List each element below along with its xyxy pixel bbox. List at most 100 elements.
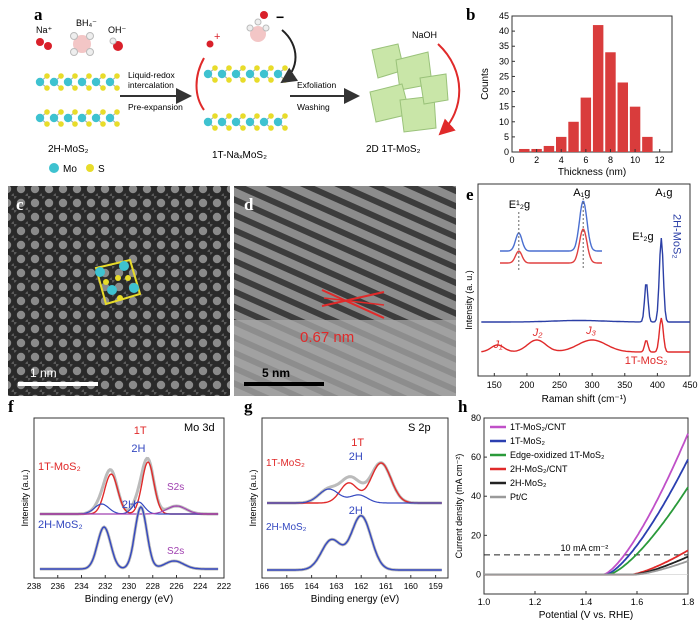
annot-j3: J₃: [585, 325, 597, 337]
y-tick-h-0: 0: [476, 569, 481, 579]
label-g-1t: 1T: [351, 437, 364, 449]
panel-letter-e: e: [466, 185, 474, 204]
fit-g-1t: [267, 462, 442, 504]
y-axis-label-f: Intensity (a.u.): [20, 469, 30, 526]
label-f-2hb: 2H: [122, 499, 136, 511]
x-axis-label-b: Thickness (nm): [558, 167, 626, 178]
x-axis-label-e: Raman shift (cm⁻¹): [542, 394, 627, 405]
middle-ions-icon: [206, 11, 270, 48]
thickness-histogram: 0 2 4 6 8 10 12 0 5 10 15 20 25 30 35 40 45 Thickness (nm…: [480, 11, 673, 178]
x-axis-label-h: Potential (V vs. RHE): [539, 610, 633, 621]
ion-label-na: Na⁺: [36, 25, 53, 35]
raman-spectra: 150 200 250 300 350 400 450 Raman shift (cm⁻¹) I…: [464, 183, 698, 405]
bar-thickness-11: [642, 136, 653, 152]
legend-label-h-0: 1T-MoS₂/CNT: [510, 422, 567, 432]
xps-mo3d: 238 236 234 232 230 228 226 224 222 1T 2H 1T-MoS₂ 2H…: [20, 417, 231, 605]
x-tick-h-1.2: 1.2: [529, 597, 542, 607]
atomic-model-overlay-icon: [94, 258, 142, 306]
panel-letter-c: c: [16, 195, 24, 214]
bar-thickness-6: [580, 97, 592, 152]
inset-line-2h: [500, 200, 602, 252]
panel-g: g 166 165 164 163 162 161 160 159 1T 2H 1T-MoS₂ 2H-…: [244, 397, 449, 605]
svg-text:−: −: [276, 9, 284, 25]
y-tick-b-40: 40: [499, 26, 509, 36]
label-naoh: NaOH: [412, 30, 437, 40]
step1-line2: intercalation: [128, 80, 174, 90]
x-tick-e-350: 350: [617, 380, 632, 390]
bar-thickness-5: [568, 121, 579, 152]
cycle-arrow-icon: [280, 29, 299, 84]
x-axis-label-f: Binding energy (eV): [85, 594, 173, 605]
x-tick-b-0: 0: [509, 155, 514, 165]
annot-1t-mos2: 1T-MoS₂: [625, 355, 668, 367]
legend-mo-label: Mo: [63, 164, 77, 175]
plot-frame-b: [511, 15, 673, 153]
x-tick-g-165: 165: [280, 581, 294, 591]
panel-letter-b: b: [466, 5, 475, 24]
bar-thickness-4: [556, 136, 567, 152]
y-tick-b-0: 0: [504, 147, 509, 157]
x-tick-e-150: 150: [487, 380, 502, 390]
xps-s2p: 166 165 164 163 162 161 160 159 1T 2H 1T-MoS₂ 2H-Mo…: [248, 417, 449, 605]
annot-j2: J₂: [532, 327, 544, 339]
ion-label-bh4: BH₄⁻: [76, 18, 97, 28]
x-tick-e-400: 400: [650, 380, 665, 390]
y-tick-h-40: 40: [471, 491, 481, 501]
reference-label-h: 10 mA cm⁻²: [561, 543, 609, 553]
x-tick-f-222: 222: [217, 581, 231, 591]
step1-line3: Pre-expansion: [128, 102, 183, 112]
panel-f: f 238 236 234 232 230 228 226 224 222 1T 2H 1T-MoS₂…: [8, 397, 231, 605]
x-tick-b-12: 12: [655, 155, 665, 165]
bar-thickness-3: [543, 145, 555, 152]
x-tick-f-224: 224: [193, 581, 207, 591]
label-g-1tmos2: 1T-MoS₂: [266, 458, 305, 469]
tag-g: S 2p: [408, 422, 431, 434]
curve-h-5: [484, 560, 689, 576]
lattice-spacing-label: 0.67 nm: [300, 329, 354, 346]
x-tick-b-4: 4: [559, 155, 564, 165]
label-1t-namos2: 1T-NaₓMoS₂: [212, 150, 267, 161]
bar-thickness-10: [629, 106, 641, 152]
x-tick-h-1.6: 1.6: [631, 597, 644, 607]
tag-f: Mo 3d: [184, 422, 215, 434]
x-tick-e-250: 250: [552, 380, 567, 390]
panel-letter-f: f: [8, 397, 14, 416]
y-axis-label-e: Intensity (a. u.): [464, 270, 474, 330]
x-tick-f-226: 226: [169, 581, 183, 591]
step1-line1: Liquid-redox: [128, 70, 176, 80]
mos2-1t-na-lattice-icon: [203, 65, 288, 131]
line-e-2h: [481, 237, 690, 323]
legend-label-h-5: Pt/C: [510, 492, 528, 502]
label-2d-1t-mos2: 2D 1T-MoS₂: [366, 144, 421, 155]
panel-e: e 150 200 250 300 350 400 450 Raman shift (cm⁻¹…: [464, 183, 698, 405]
x-tick-g-159: 159: [429, 581, 443, 591]
x-tick-g-163: 163: [329, 581, 343, 591]
plot-frame-g: [261, 417, 449, 579]
red-arc-icon: [195, 57, 205, 111]
panel-letter-h: h: [458, 397, 468, 416]
y-tick-h-80: 80: [471, 413, 481, 423]
exfoliated-flakes-icon: [369, 43, 449, 133]
y-tick-b-45: 45: [499, 11, 509, 21]
plot-frame-f: [33, 417, 225, 579]
legend-label-h-4: 2H-MoS₂: [510, 478, 547, 488]
polarization-curves: 1.0 1.2 1.4 1.6 1.8 0 20 40 60 80 10 mA cm⁻² 1T-MoS…: [454, 413, 694, 621]
scale-label-c: 1 nm: [30, 366, 57, 380]
bar-thickness-8: [605, 52, 616, 153]
x-tick-g-164: 164: [305, 581, 319, 591]
y-axis-label-g: Intensity (a.u.): [248, 469, 258, 526]
borohydride-icon: [70, 32, 94, 56]
inset-line-1t: [500, 228, 602, 264]
naoh-arc-icon: [437, 43, 461, 136]
panel-letter-a: a: [34, 5, 43, 24]
label-f-2hmos2: 2H-MoS₂: [38, 519, 83, 531]
x-tick-h-1: 1.0: [478, 597, 491, 607]
plot-frame-e: [477, 183, 691, 377]
y-tick-b-15: 15: [499, 102, 509, 112]
legend-label-h-3: 2H-MoS₂/CNT: [510, 464, 568, 474]
bar-thickness-9: [617, 82, 628, 152]
annot-a1g-inset: A₁g: [573, 187, 590, 199]
step2-line2: Washing: [297, 102, 330, 112]
annot-e2g: E¹₂g: [632, 231, 653, 243]
y-tick-h-20: 20: [471, 530, 481, 540]
